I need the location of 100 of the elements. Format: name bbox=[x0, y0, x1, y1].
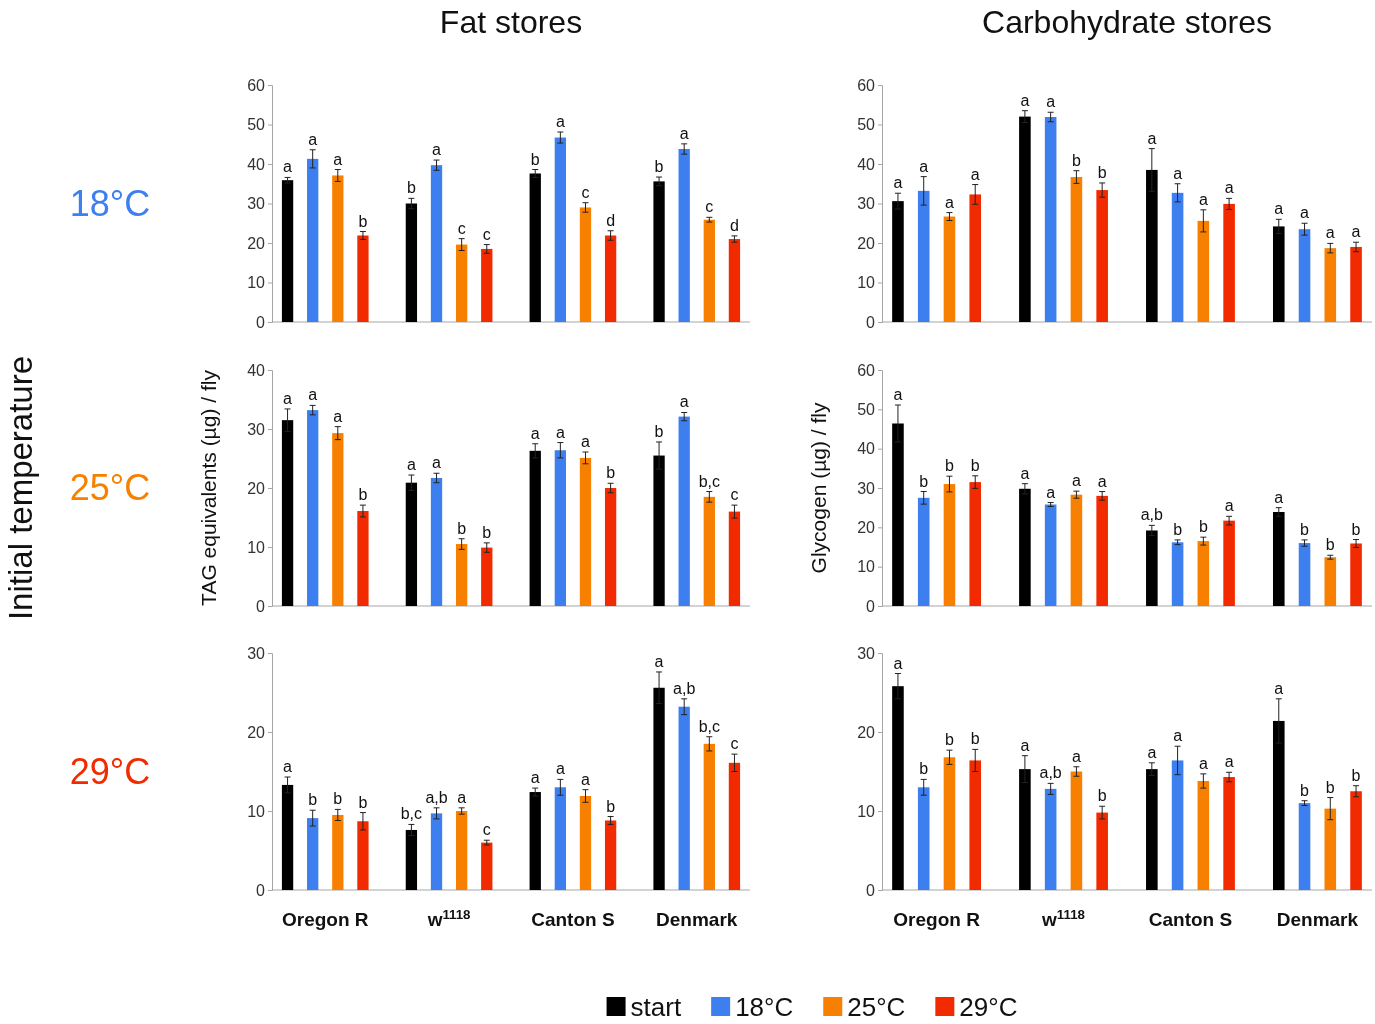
y-tick-label: 30 bbox=[857, 479, 876, 497]
data-label: a bbox=[1351, 223, 1361, 241]
data-label: b bbox=[1173, 520, 1183, 538]
y-tick-label: 20 bbox=[247, 479, 266, 497]
data-label: b bbox=[1097, 163, 1107, 181]
data-label: a bbox=[1173, 164, 1183, 182]
x-tick-label: Denmark bbox=[656, 909, 738, 930]
data-label: b bbox=[970, 456, 980, 474]
data-label: a bbox=[530, 424, 540, 442]
data-label: a bbox=[893, 174, 903, 192]
data-label: a bbox=[1274, 488, 1284, 506]
y-tick-label: 50 bbox=[247, 116, 266, 134]
data-label: a bbox=[1173, 727, 1183, 745]
legend-label: 18°C bbox=[735, 992, 794, 1022]
y-tick-label: 0 bbox=[256, 597, 266, 615]
data-label: b,c bbox=[698, 472, 720, 490]
data-label: a bbox=[1020, 464, 1030, 482]
data-label: b bbox=[406, 179, 416, 197]
data-label: a bbox=[1147, 129, 1157, 147]
x-tick-label: Canton S bbox=[531, 909, 615, 930]
data-label: b bbox=[945, 731, 955, 749]
y-tick-label: 30 bbox=[247, 644, 266, 662]
y-tick-label: 0 bbox=[256, 881, 266, 899]
y-tick-label: 30 bbox=[247, 195, 266, 213]
data-label: b,c bbox=[400, 805, 423, 823]
data-label: a bbox=[679, 393, 689, 411]
y-tick-label: 10 bbox=[857, 802, 876, 820]
y-tick-label: 60 bbox=[247, 76, 266, 94]
y-tick-label: 0 bbox=[866, 313, 876, 331]
data-label: a,b bbox=[1039, 764, 1062, 782]
data-label: c bbox=[581, 183, 590, 201]
y-tick-label: 20 bbox=[857, 518, 876, 536]
data-label: a bbox=[919, 157, 929, 175]
data-label: a,b bbox=[425, 788, 448, 806]
text: 29°C bbox=[69, 750, 151, 792]
data-label: a bbox=[1020, 736, 1030, 754]
y-tick-label: 60 bbox=[857, 361, 876, 379]
data-label: a bbox=[1274, 200, 1284, 218]
data-label: c bbox=[705, 198, 714, 216]
data-label: a bbox=[1071, 747, 1081, 765]
data-label: b bbox=[482, 523, 492, 541]
y-tick-label: 10 bbox=[247, 538, 266, 556]
data-label: b bbox=[606, 797, 616, 815]
data-label: b bbox=[358, 793, 368, 811]
text: 18°C bbox=[69, 182, 151, 224]
y-tick-label: 10 bbox=[247, 274, 266, 292]
data-label: c bbox=[730, 486, 739, 504]
x-tick-label: Denmark bbox=[1276, 909, 1359, 930]
x-tick-label: Canton S bbox=[1148, 909, 1233, 930]
x-tick-label: Oregon R bbox=[893, 909, 981, 930]
data-label: d bbox=[729, 216, 739, 234]
data-label: a bbox=[654, 652, 664, 670]
data-label: a bbox=[1147, 743, 1157, 761]
data-label: a bbox=[1224, 753, 1234, 771]
data-label: b bbox=[919, 760, 929, 778]
data-label: a bbox=[1046, 93, 1056, 111]
text: Initial temperature bbox=[2, 355, 39, 621]
data-label: a bbox=[1274, 679, 1284, 697]
y-axis-title: TAG equivalents (µg) / fly bbox=[197, 369, 220, 606]
legend-label: 29°C bbox=[959, 992, 1018, 1022]
data-label: a bbox=[555, 423, 565, 441]
x-tick-label: Oregon R bbox=[281, 909, 369, 930]
data-label: b bbox=[1300, 781, 1310, 799]
data-label: a bbox=[1020, 91, 1030, 109]
chart-title: Carbohydrate stores bbox=[982, 4, 1272, 40]
data-label: b bbox=[970, 730, 980, 748]
x-tick-label: w$^{1118}$ bbox=[1041, 906, 1085, 930]
data-label: a bbox=[555, 760, 565, 778]
data-label: c bbox=[482, 821, 491, 839]
data-label: a bbox=[893, 386, 903, 404]
y-tick-label: 30 bbox=[857, 195, 876, 213]
data-label: a bbox=[1325, 224, 1335, 242]
data-label: a bbox=[283, 758, 293, 776]
y-tick-label: 30 bbox=[857, 644, 876, 662]
data-label: a bbox=[581, 770, 591, 788]
data-label: b bbox=[654, 422, 664, 440]
data-label: a bbox=[679, 124, 689, 142]
data-label: b bbox=[1325, 778, 1335, 796]
data-label: c bbox=[482, 225, 491, 243]
data-label: b bbox=[919, 472, 929, 490]
data-label: b bbox=[333, 790, 343, 808]
data-label: a bbox=[1224, 497, 1234, 515]
data-label: a bbox=[432, 454, 442, 472]
data-label: b bbox=[1071, 151, 1081, 169]
data-label: a bbox=[406, 456, 416, 474]
data-label: a bbox=[1097, 472, 1107, 490]
data-label: b bbox=[1097, 787, 1107, 805]
data-label: a bbox=[432, 141, 442, 159]
data-label: b bbox=[358, 212, 368, 230]
y-tick-label: 20 bbox=[857, 723, 876, 741]
data-label: b bbox=[530, 150, 540, 168]
y-tick-label: 40 bbox=[857, 155, 876, 173]
data-label: a bbox=[1224, 179, 1234, 197]
data-label: a bbox=[333, 150, 343, 168]
data-label: a,b bbox=[1140, 506, 1164, 524]
y-tick-label: 10 bbox=[857, 558, 876, 576]
x-tick-label: w$^{1118}$ bbox=[426, 906, 471, 930]
data-label: a bbox=[457, 788, 467, 806]
data-label: b bbox=[1351, 520, 1361, 538]
y-tick-label: 30 bbox=[247, 420, 266, 438]
